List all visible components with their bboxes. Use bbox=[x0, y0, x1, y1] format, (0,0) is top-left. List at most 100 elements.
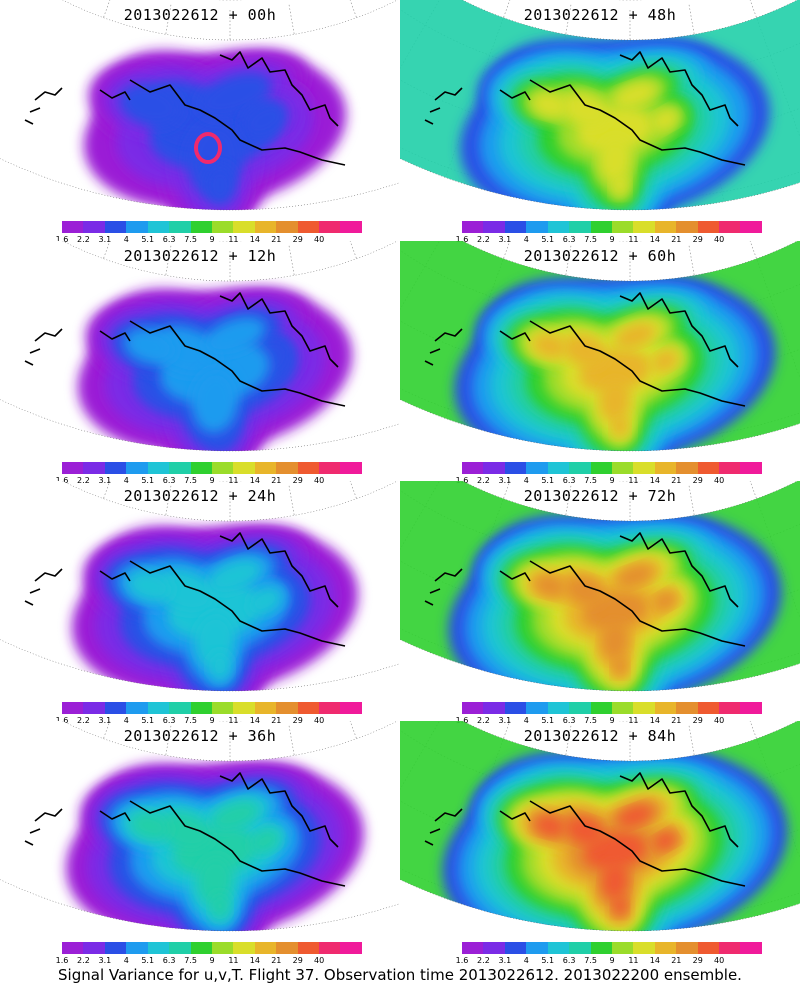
colorbar-swatch bbox=[611, 462, 634, 474]
colorbar-tick-label: 40 bbox=[714, 956, 725, 965]
colorbar-tick-label: 3.1 bbox=[98, 235, 112, 244]
colorbar-swatch bbox=[547, 221, 570, 233]
colorbar-swatch bbox=[276, 221, 298, 233]
colorbar-swatch bbox=[62, 942, 84, 954]
colorbar-tick-label: 1.6 bbox=[455, 476, 469, 485]
colorbar-tick-label: 2.2 bbox=[477, 235, 490, 244]
colorbar-swatch bbox=[504, 942, 527, 954]
coastline-icon bbox=[424, 51, 746, 166]
colorbar-swatch bbox=[190, 702, 212, 714]
colorbar-tick-label: 7.5 bbox=[584, 235, 597, 244]
colorbar-tick-label: 21 bbox=[671, 716, 682, 725]
colorbar-swatch bbox=[633, 702, 655, 714]
colorbar-swatch bbox=[590, 702, 612, 714]
colorbar-swatch bbox=[83, 942, 105, 954]
colorbar-swatch bbox=[62, 462, 84, 474]
colorbar-swatch bbox=[276, 462, 298, 474]
variance-field bbox=[400, 241, 800, 451]
colorbar-tick-label: 29 bbox=[692, 476, 703, 485]
colorbar-swatch bbox=[740, 221, 762, 233]
colorbar-swatch bbox=[340, 462, 362, 474]
colorbar-swatch bbox=[169, 702, 191, 714]
colorbar-tick-label: 6.3 bbox=[162, 716, 176, 725]
colorbar-swatch bbox=[569, 462, 591, 474]
colorbar-swatch bbox=[676, 702, 698, 714]
colorbar-swatch bbox=[147, 462, 170, 474]
coastline-icon bbox=[424, 292, 746, 407]
variance-field bbox=[400, 721, 800, 931]
colorbar-swatch bbox=[211, 942, 234, 954]
panel-title: 2013022612 + 72h bbox=[523, 487, 677, 505]
colorbar-tick-label: 3.1 bbox=[498, 476, 512, 485]
colorbar-swatch bbox=[126, 221, 148, 233]
coastline-icon bbox=[424, 772, 746, 887]
colorbar-tick-label: 3.1 bbox=[498, 716, 512, 725]
colorbar-tick-label: 6.3 bbox=[562, 716, 576, 725]
colorbar-tick-label: 21 bbox=[271, 235, 282, 244]
map-domain-icon bbox=[400, 721, 800, 932]
colorbar-tick-label: 14 bbox=[249, 476, 260, 485]
colorbar-swatch bbox=[83, 462, 105, 474]
colorbar-tick-label: 14 bbox=[249, 716, 260, 725]
colorbar-swatch bbox=[740, 462, 762, 474]
colorbar-swatch bbox=[526, 462, 548, 474]
figure-caption: Signal Variance for u,v,T. Flight 37. Ob… bbox=[58, 966, 742, 984]
colorbar bbox=[62, 702, 362, 714]
colorbar-swatch bbox=[676, 462, 698, 474]
map-domain-icon bbox=[400, 481, 800, 692]
colorbar-swatch bbox=[462, 462, 484, 474]
colorbar-swatch bbox=[254, 942, 277, 954]
colorbar-tick-label: 4 bbox=[523, 476, 529, 485]
colorbar-tick-label: 4 bbox=[523, 956, 529, 965]
colorbar-tick-label: 7.5 bbox=[584, 716, 597, 725]
colorbar-tick-label: 2.2 bbox=[477, 716, 490, 725]
colorbar-swatch bbox=[483, 221, 505, 233]
colorbar-swatch bbox=[297, 942, 320, 954]
colorbar bbox=[462, 702, 762, 714]
colorbar-tick-label: 14 bbox=[649, 235, 660, 244]
colorbar-tick-label: 14 bbox=[249, 235, 260, 244]
colorbar-swatch bbox=[297, 462, 320, 474]
colorbar-swatch bbox=[633, 221, 655, 233]
colorbar-swatch bbox=[719, 221, 741, 233]
colorbar-tick-label: 3.1 bbox=[498, 956, 512, 965]
colorbar-swatch bbox=[654, 702, 677, 714]
colorbar-tick-label: 40 bbox=[314, 716, 325, 725]
colorbar-tick-label: 5.1 bbox=[141, 956, 155, 965]
panel-title: 2013022612 + 24h bbox=[123, 487, 277, 505]
colorbar-swatch bbox=[276, 942, 298, 954]
colorbar-tick-label: 29 bbox=[692, 716, 703, 725]
colorbar-swatch bbox=[697, 942, 720, 954]
colorbar-tick-label: 5.1 bbox=[541, 716, 555, 725]
colorbar-tick-label: 3.1 bbox=[98, 716, 112, 725]
colorbar-tick-label: 2.2 bbox=[77, 956, 90, 965]
colorbar-tick-label: 2.2 bbox=[477, 956, 490, 965]
colorbar-swatch bbox=[697, 462, 720, 474]
colorbar bbox=[62, 221, 362, 233]
colorbar-tick-label: 29 bbox=[292, 476, 303, 485]
panel-title: 2013022612 + 48h bbox=[523, 6, 677, 24]
colorbar-tick-label: 21 bbox=[271, 476, 282, 485]
colorbar-swatch bbox=[719, 942, 741, 954]
panel-title: 2013022612 + 84h bbox=[523, 727, 677, 745]
colorbar-swatch bbox=[104, 942, 127, 954]
colorbar-tick-label: 1.6 bbox=[55, 956, 69, 965]
colorbar-tick-label: 5.1 bbox=[541, 476, 555, 485]
coastline-icon bbox=[424, 532, 746, 647]
colorbar-tick-label: 11 bbox=[228, 476, 239, 485]
colorbar-tick-label: 7.5 bbox=[184, 476, 197, 485]
colorbar-swatch bbox=[126, 942, 148, 954]
colorbar-tick-label: 6.3 bbox=[162, 476, 176, 485]
colorbar-tick-label: 11 bbox=[228, 716, 239, 725]
colorbar-tick-label: 14 bbox=[649, 476, 660, 485]
colorbar-tick-label: 40 bbox=[714, 716, 725, 725]
colorbar-tick-label: 40 bbox=[714, 476, 725, 485]
colorbar-swatch bbox=[169, 462, 191, 474]
colorbar-tick-label: 11 bbox=[628, 235, 639, 244]
colorbar-swatch bbox=[611, 702, 634, 714]
colorbar-swatch bbox=[633, 942, 655, 954]
colorbar-tick-label: 7.5 bbox=[184, 956, 197, 965]
colorbar-swatch bbox=[676, 221, 698, 233]
colorbar-tick-label: 4 bbox=[523, 716, 529, 725]
colorbar-swatch bbox=[633, 462, 655, 474]
